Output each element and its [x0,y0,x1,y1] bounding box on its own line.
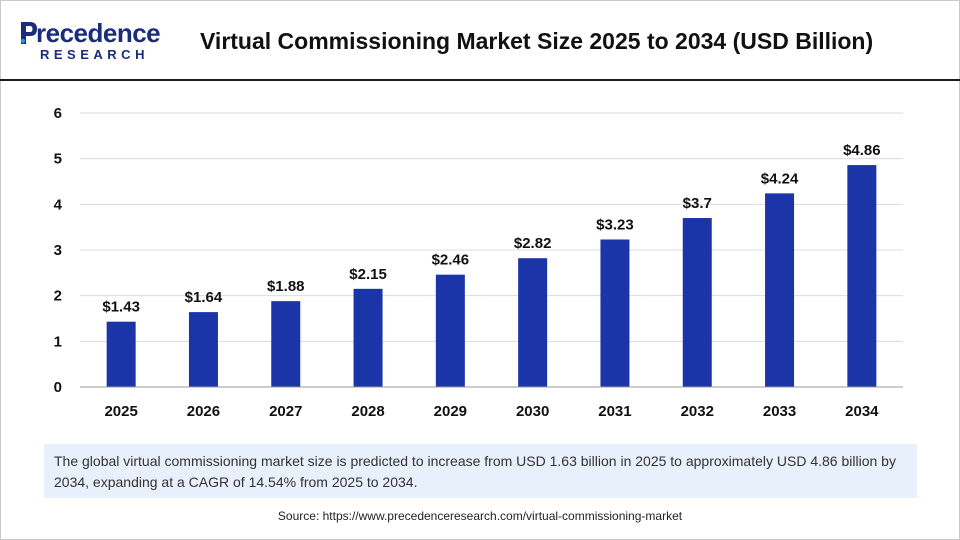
bar [188,312,218,387]
bar [271,301,301,387]
bar-value-labels: $1.43 $1.64 $1.88 $2.15 $2.46 $2.82 $3.23 $3.7 $… [102,142,880,316]
x-tick-label: 2033 [763,403,796,420]
brand-logo: recedence RESEARCH [18,18,168,66]
bar [518,258,548,387]
logo-p-icon [20,22,37,44]
bar-value-label: $2.15 [349,266,387,283]
bar-value-label: $1.64 [185,289,223,306]
summary-box: The global virtual commissioning market … [44,444,917,498]
bar-value-label: $1.43 [102,299,140,316]
x-tick-label: 2029 [434,403,467,420]
summary-text: The global virtual commissioning market … [54,453,896,490]
x-tick-label: 2026 [187,403,220,420]
y-tick-label: 4 [54,196,63,213]
chart-title: Virtual Commissioning Market Size 2025 t… [200,28,874,54]
bar [353,288,383,387]
x-tick-label: 2027 [269,403,302,420]
y-tick-label: 2 [54,288,62,305]
y-tick-label: 0 [54,379,62,396]
bar-value-label: $3.23 [596,216,634,233]
y-axis-ticks: 0 1 2 3 4 5 6 [54,105,63,396]
bar [847,165,877,387]
bars [106,165,877,387]
bar-value-label: $4.86 [843,142,881,159]
bar-value-label: $2.82 [514,235,552,252]
y-tick-label: 1 [54,333,62,350]
y-tick-label: 5 [54,151,62,168]
bar-value-label: $4.24 [761,170,799,187]
x-tick-label: 2032 [681,403,714,420]
logo-subtitle: RESEARCH [40,47,149,62]
bar [765,193,795,387]
x-axis-ticks: 2025 2026 2027 2028 2029 2030 2031 2032 2033 2034 [104,403,879,420]
x-tick-label: 2034 [845,403,879,420]
y-tick-label: 6 [54,105,62,122]
logo-wordmark: recedence [36,18,161,48]
header-divider [0,79,960,81]
bar [682,218,712,387]
y-tick-label: 3 [54,242,62,259]
bar-chart: 0 1 2 3 4 5 6 $1.43 $1.64 $1.88 $2.15 $2.46 $2.82 $3… [54,105,903,420]
header: recedence RESEARCH Virtual Commissioning… [0,0,960,81]
bar [600,239,630,387]
x-tick-label: 2028 [351,403,384,420]
source-note: Source: https://www.precedenceresearch.c… [277,509,683,523]
bar [435,274,465,387]
bar-value-label: $3.7 [683,195,712,212]
bar-value-label: $1.88 [267,278,305,295]
bar-value-label: $2.46 [432,252,470,269]
bar [106,321,136,387]
x-tick-label: 2025 [104,403,137,420]
x-tick-label: 2031 [598,403,631,420]
x-tick-label: 2030 [516,403,549,420]
